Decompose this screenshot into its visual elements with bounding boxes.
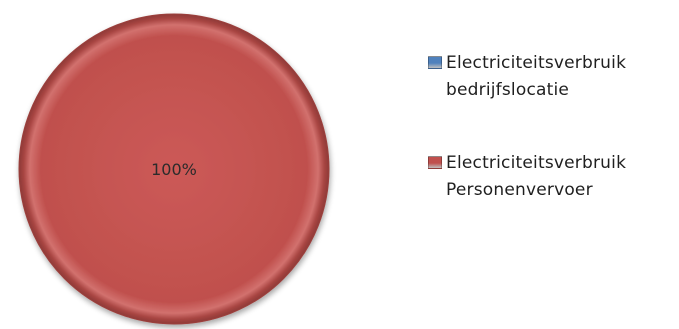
pie-slice-1 [18,13,330,325]
legend-label-1: Electriciteitsverbruik Personenvervoer [446,153,627,200]
legend-label-0: Electriciteitsverbruik bedrijfslocatie [446,53,627,100]
pie-data-labels: 100% [151,160,197,179]
legend-item-1: Electriciteitsverbruik Personenvervoer [428,150,678,204]
legend-swatch-1 [428,156,442,169]
pie-data-label-1: 100% [151,160,197,179]
legend-swatch-0 [428,56,442,69]
pie-slices [18,13,330,325]
chart-legend: Electriciteitsverbruik bedrijfslocatie El… [428,50,678,250]
legend-item-0: Electriciteitsverbruik bedrijfslocatie [428,50,678,104]
